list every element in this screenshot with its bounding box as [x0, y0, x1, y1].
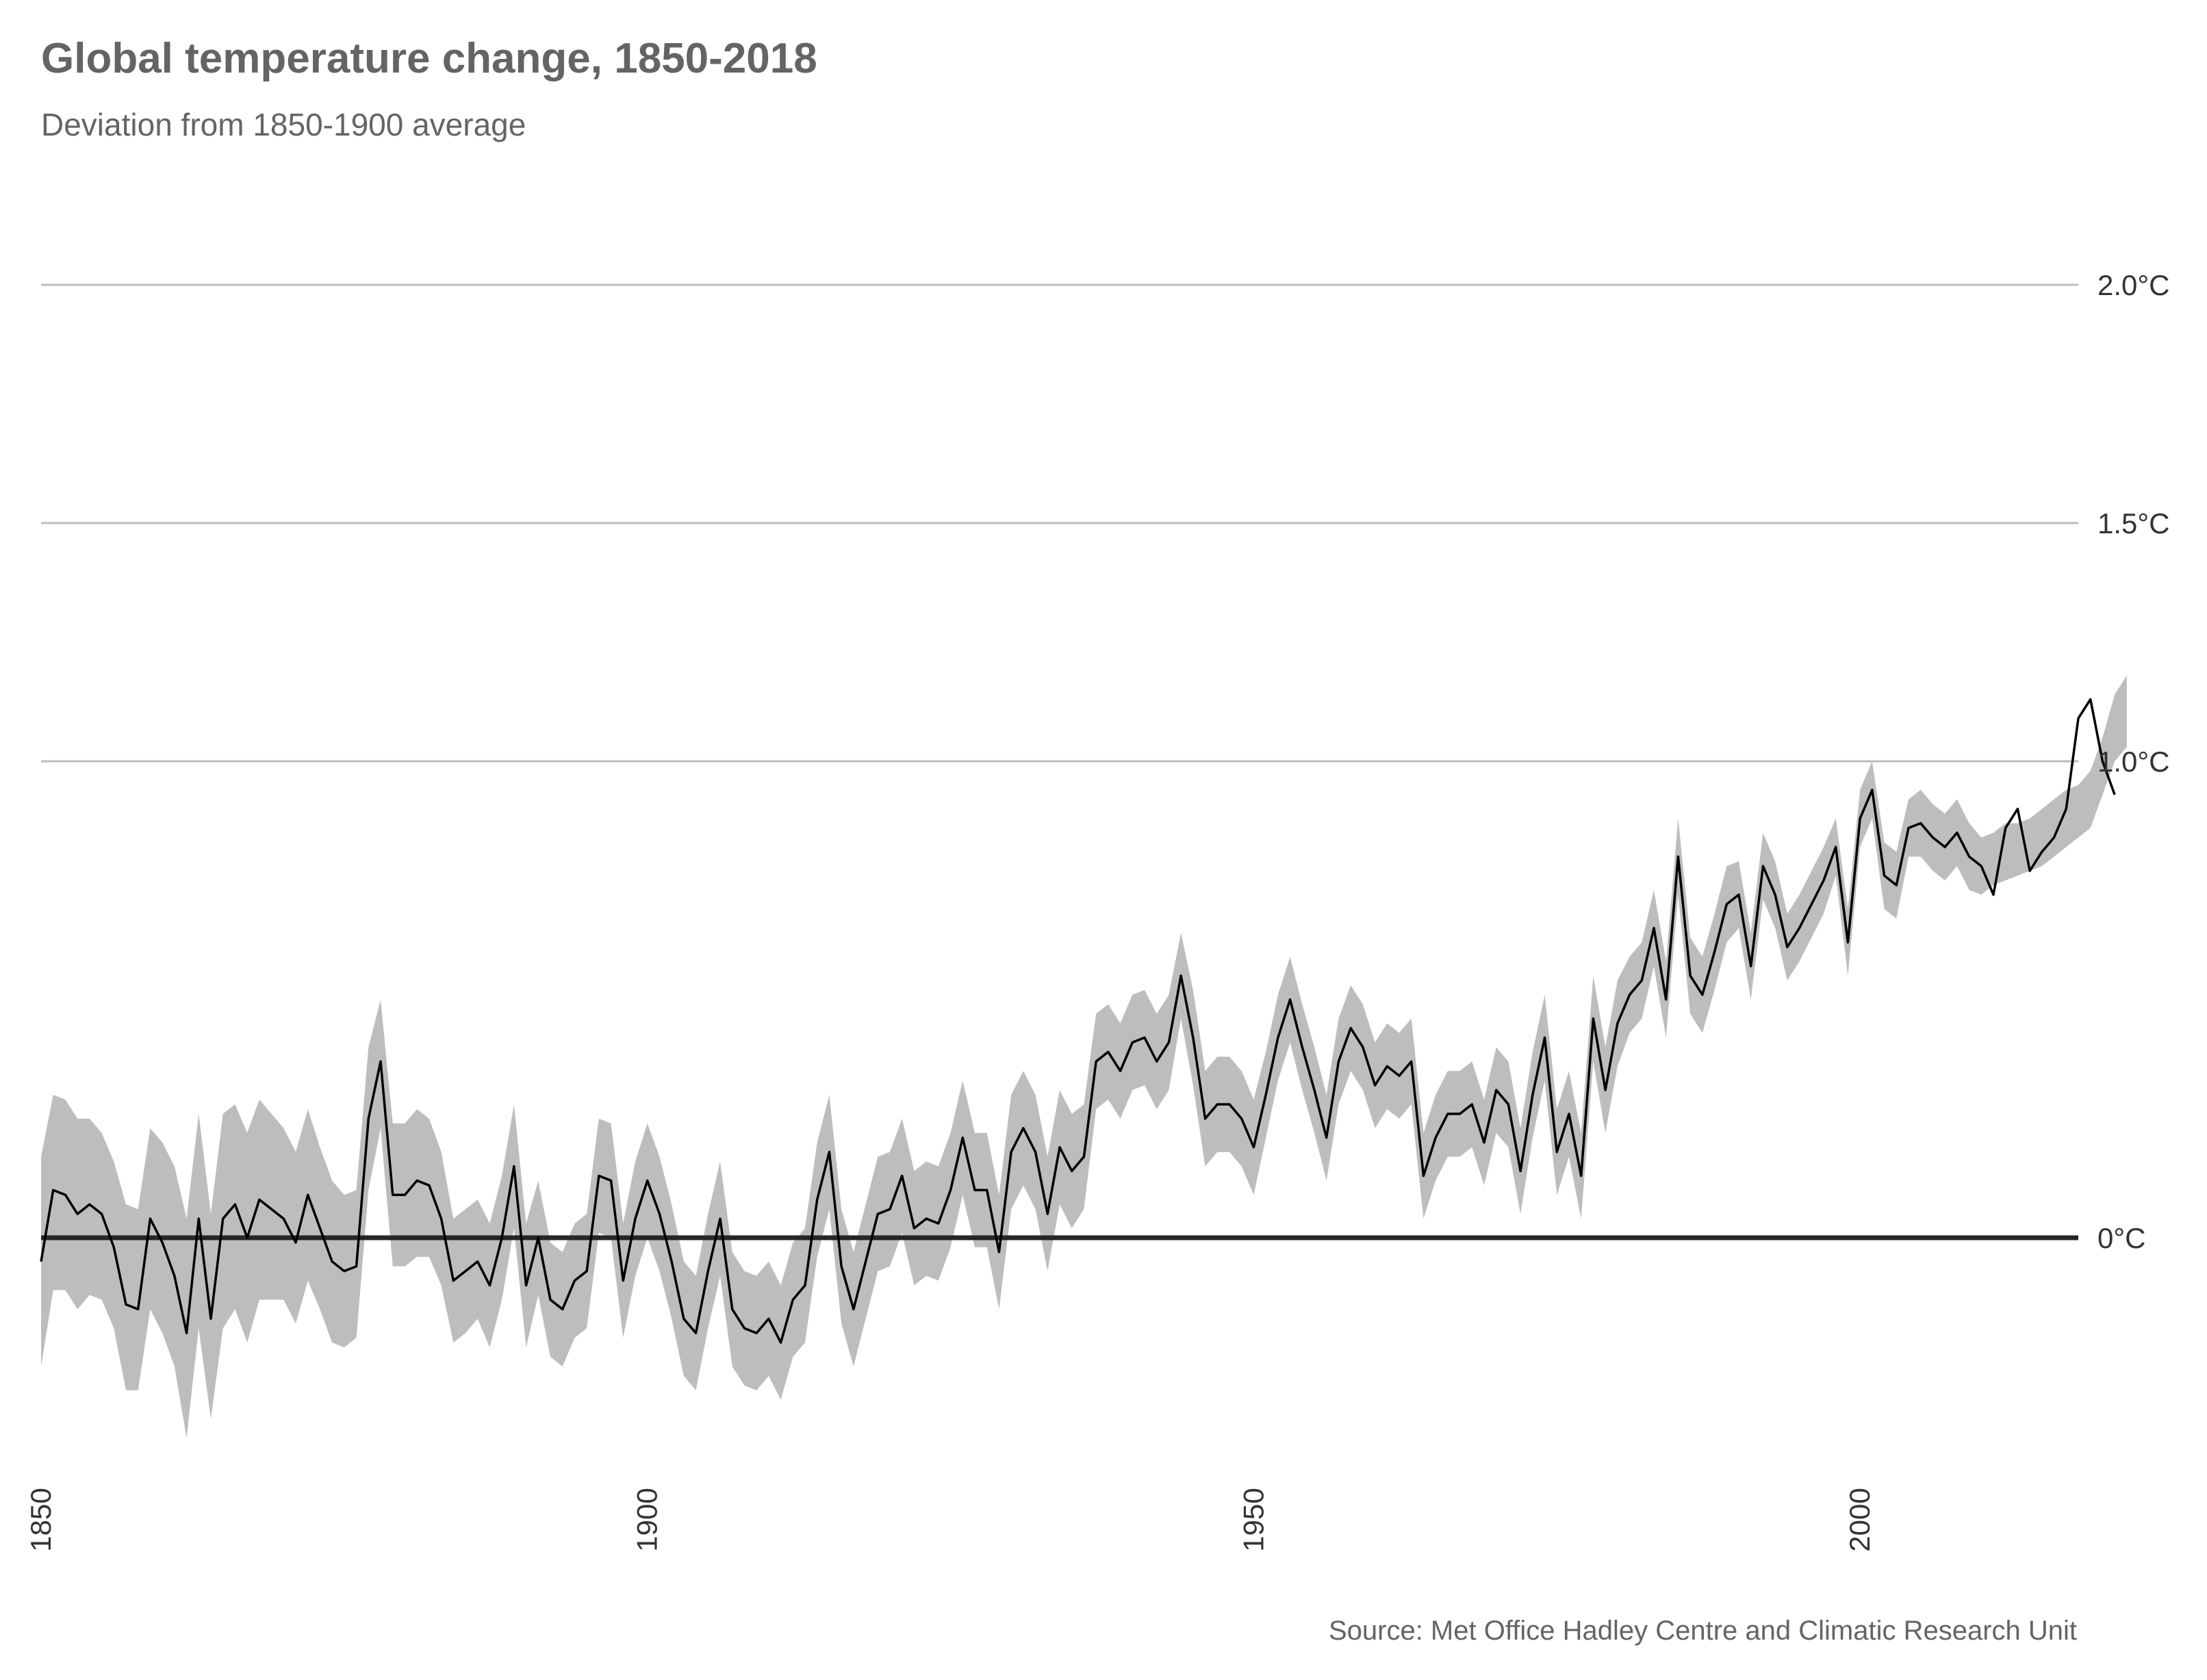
x-tick-labels: 1850 1900 1950 2000	[25, 1488, 1876, 1551]
chart-subtitle: Deviation from 1850-1900 average	[41, 107, 526, 142]
uncertainty-band	[41, 675, 2127, 1438]
gridlines	[41, 283, 2078, 763]
y-tick-label: 2.0°C	[2097, 269, 2170, 301]
y-tick-label: 0°C	[2097, 1222, 2146, 1254]
x-tick-label: 1950	[1237, 1488, 1269, 1551]
y-tick-label: 1.5°C	[2097, 507, 2170, 539]
x-tick-label: 1900	[631, 1488, 663, 1551]
x-tick-label: 1850	[25, 1488, 57, 1551]
chart-source: Source: Met Office Hadley Centre and Cli…	[1328, 1616, 2077, 1646]
x-tick-label: 2000	[1844, 1488, 1876, 1551]
temperature-line-layer	[40, 698, 2116, 1344]
y-tick-labels: 0°C 1.0°C 1.5°C 2.0°C	[2097, 269, 2170, 1254]
chart-title: Global temperature change, 1850-2018	[41, 35, 817, 82]
uncertainty-band-layer	[41, 675, 2127, 1438]
temperature-line	[40, 698, 2116, 1344]
y-tick-label: 1.0°C	[2097, 746, 2170, 778]
